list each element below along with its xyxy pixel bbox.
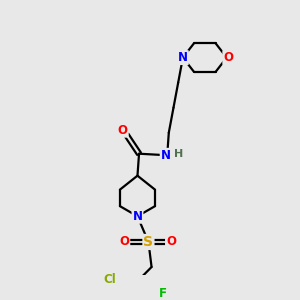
Text: N: N (161, 149, 171, 162)
Text: Cl: Cl (103, 273, 116, 286)
Text: S: S (143, 235, 153, 249)
Text: F: F (158, 287, 166, 300)
Text: O: O (118, 124, 128, 137)
Text: O: O (223, 51, 233, 64)
Text: N: N (178, 51, 188, 64)
Text: H: H (174, 149, 183, 159)
Text: N: N (133, 210, 142, 223)
Text: O: O (166, 236, 176, 248)
Text: O: O (119, 236, 129, 248)
